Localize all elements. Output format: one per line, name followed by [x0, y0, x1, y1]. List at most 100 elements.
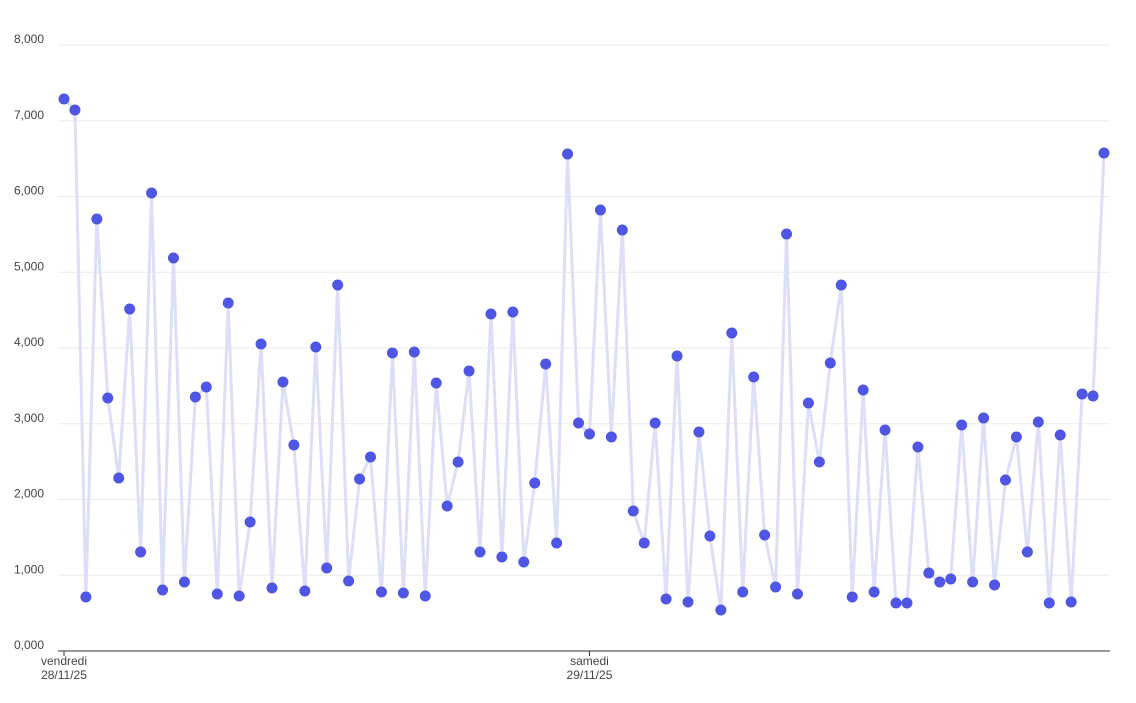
data-point	[857, 384, 869, 396]
data-point	[813, 456, 825, 468]
data-point	[386, 347, 398, 359]
data-point	[660, 593, 672, 605]
data-point	[540, 358, 552, 370]
data-point	[791, 588, 803, 600]
data-point	[967, 576, 979, 588]
data-point	[452, 456, 464, 468]
data-point	[879, 424, 891, 436]
data-point	[288, 439, 300, 451]
data-point	[113, 472, 125, 484]
data-point	[69, 104, 81, 116]
data-point	[146, 187, 158, 199]
data-point	[124, 303, 136, 315]
data-point	[748, 371, 760, 383]
data-point	[605, 431, 617, 443]
x-tick-label-line: samedi	[570, 654, 609, 668]
data-point	[715, 604, 727, 616]
data-point	[594, 204, 606, 216]
data-point	[649, 417, 661, 429]
data-point	[408, 346, 420, 358]
y-tick-label: 4,000	[14, 335, 44, 349]
x-tick-label-line: 28/11/25	[41, 668, 87, 682]
data-point	[266, 582, 278, 594]
data-point	[496, 551, 508, 563]
data-point	[682, 596, 694, 608]
data-point	[1054, 429, 1066, 441]
y-tick-label: 6,000	[14, 184, 44, 198]
data-point	[518, 556, 530, 568]
data-point	[846, 591, 858, 603]
data-point	[999, 474, 1011, 486]
data-point	[222, 297, 234, 309]
data-point	[693, 426, 705, 438]
y-tick-label: 3,000	[14, 411, 44, 425]
data-point	[233, 590, 245, 602]
data-point	[441, 500, 453, 512]
data-point	[1087, 390, 1099, 402]
x-tick-label: vendredi 28/11/25	[41, 654, 87, 682]
data-point	[102, 392, 114, 404]
data-point	[1065, 596, 1077, 608]
data-point	[737, 586, 749, 598]
data-point	[332, 279, 344, 291]
data-point	[824, 357, 836, 369]
x-tick-label-line: 29/11/25	[567, 668, 613, 682]
data-point	[616, 224, 628, 236]
data-point	[934, 576, 946, 588]
y-tick-label: 8,000	[14, 32, 44, 46]
data-point	[901, 597, 913, 609]
data-point	[211, 588, 223, 600]
data-point	[583, 428, 595, 440]
data-point	[1021, 546, 1033, 558]
data-point	[1032, 416, 1044, 428]
data-point	[956, 419, 968, 431]
data-point	[770, 581, 782, 593]
data-point	[244, 516, 256, 528]
data-point	[671, 350, 683, 362]
data-point	[189, 391, 201, 403]
y-tick-label: 7,000	[14, 108, 44, 122]
data-point	[781, 228, 793, 240]
data-point	[802, 397, 814, 409]
data-point	[1076, 388, 1088, 400]
data-point	[321, 562, 333, 574]
data-point	[562, 148, 574, 160]
data-point	[945, 573, 957, 585]
data-point	[868, 586, 880, 598]
data-point	[135, 546, 147, 558]
data-point	[704, 530, 716, 542]
data-point	[573, 417, 585, 429]
data-point	[551, 537, 563, 549]
data-point	[277, 376, 289, 388]
y-tick-label: 2,000	[14, 487, 44, 501]
data-point	[58, 93, 70, 105]
data-point	[485, 308, 497, 320]
data-point	[507, 306, 519, 318]
x-tick-label-line: vendredi	[41, 654, 87, 668]
data-point	[343, 575, 355, 587]
x-tick-label: samedi 29/11/25	[567, 654, 613, 682]
data-point	[354, 473, 366, 485]
data-point	[1010, 431, 1022, 443]
data-point	[178, 576, 190, 588]
data-point	[80, 591, 92, 603]
data-point	[1098, 147, 1110, 159]
data-point	[299, 585, 311, 597]
data-point	[397, 587, 409, 599]
y-tick-label: 0,000	[14, 638, 44, 652]
data-point	[474, 546, 486, 558]
data-point	[638, 537, 650, 549]
data-point	[310, 341, 322, 353]
data-point	[835, 279, 847, 291]
data-point	[726, 327, 738, 339]
data-point	[759, 529, 771, 541]
data-point	[157, 584, 169, 596]
data-point	[989, 579, 1001, 591]
data-point	[923, 567, 935, 579]
data-point	[419, 590, 431, 602]
data-point	[529, 477, 541, 489]
data-point	[255, 338, 267, 350]
data-point	[200, 381, 212, 393]
data-point	[912, 441, 924, 453]
data-point	[365, 451, 377, 463]
